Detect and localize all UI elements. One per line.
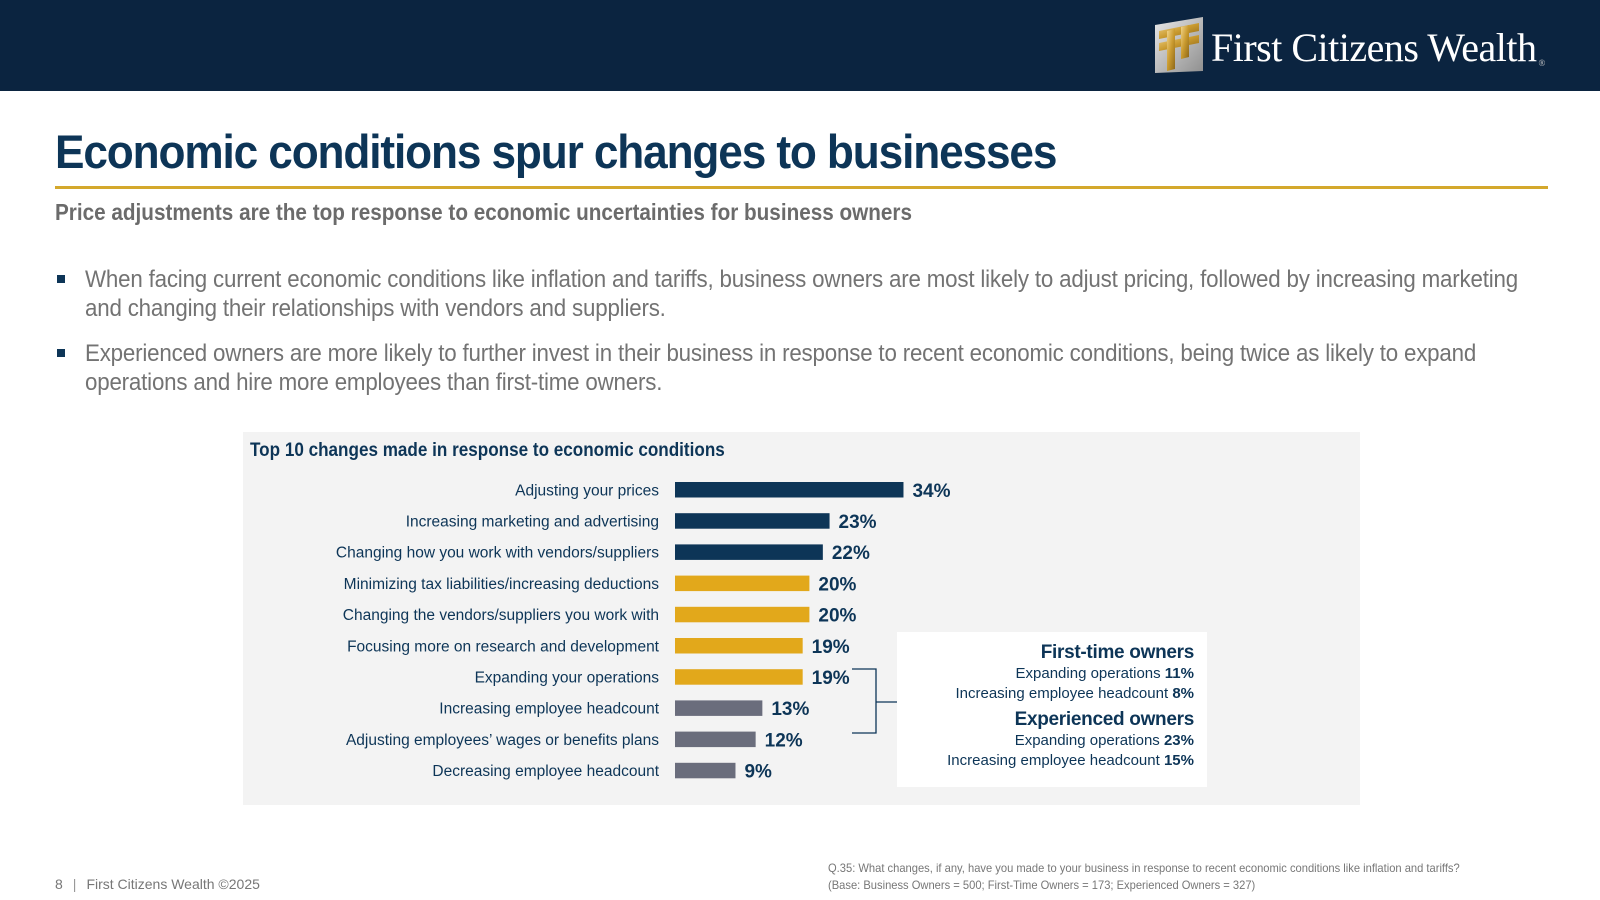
category-label: Changing how you work with vendors/suppl…: [336, 545, 659, 562]
category-label: Changing the vendors/suppliers you work …: [343, 607, 659, 624]
bar-chart: Adjusting your prices 34% Increasing marke…: [336, 481, 951, 783]
category-label: Decreasing employee headcount: [432, 763, 659, 780]
survey-base: (Base: Business Owners = 500; First-Time…: [828, 878, 1256, 892]
value-label: 23%: [839, 512, 877, 533]
callout-item-value: 23%: [1163, 732, 1194, 749]
callout-bracket: [852, 668, 900, 734]
category-label: Expanding your operations: [475, 669, 660, 686]
bar: [675, 669, 803, 685]
bullet-item: Experienced owners are more likely to fu…: [55, 339, 1555, 397]
registered-mark: ®: [1538, 58, 1546, 68]
survey-question: Q.35: What changes, if any, have you mad…: [828, 861, 1460, 875]
category-label: Minimizing tax liabilities/increasing de…: [344, 576, 660, 593]
brand-name: First Citizens Wealth ®: [1211, 28, 1545, 68]
category-label: Increasing marketing and advertising: [406, 513, 659, 530]
value-label: 19%: [812, 668, 850, 689]
bar: [675, 638, 803, 654]
bar: [675, 606, 810, 623]
page-title: Economic conditions spur changes to busi…: [55, 125, 1057, 178]
first-time-owners-group: First-time owners Expanding operations 1…: [897, 642, 1194, 704]
footer-separator: |: [72, 876, 77, 892]
value-label: 20%: [818, 606, 856, 627]
square-bullet-icon: [57, 275, 65, 283]
value-label: 9%: [744, 762, 772, 783]
category-label: Adjusting employees’ wages or benefits p…: [346, 732, 659, 749]
title-divider: [55, 186, 1548, 189]
bullet-item: When facing current economic conditions …: [55, 265, 1555, 323]
survey-footnote: Q.35: What changes, if any, have you mad…: [828, 860, 1460, 894]
bar: [675, 513, 830, 529]
bullet-list: When facing current economic conditions …: [55, 265, 1555, 413]
experienced-owners-group: Experienced owners Expanding operations …: [897, 709, 1194, 771]
callout-item-label: Increasing employee headcount: [955, 685, 1169, 702]
footer: 8 | First Citizens Wealth ©2025: [55, 876, 260, 892]
callout-item-value: 11%: [1164, 665, 1194, 682]
brand-name-text: First Citizens Wealth: [1211, 25, 1537, 70]
owner-comparison-callout: First-time owners Expanding operations 1…: [897, 632, 1207, 787]
callout-item-label: Expanding operations: [1015, 665, 1161, 682]
value-label: 12%: [765, 730, 803, 751]
callout-item-label: Increasing employee headcount: [947, 752, 1160, 769]
page-subtitle: Price adjustments are the top response t…: [55, 199, 912, 225]
callout-item: Increasing employee headcount 15%: [897, 751, 1194, 771]
chart-title: Top 10 changes made in response to econo…: [250, 440, 725, 461]
bar: [675, 700, 763, 716]
bullet-text: Experienced owners are more likely to fu…: [85, 340, 1477, 396]
value-label: 34%: [912, 481, 950, 502]
bar: [675, 762, 736, 779]
callout-item-label: Expanding operations: [1014, 732, 1160, 749]
callout-item-value: 15%: [1163, 752, 1194, 769]
value-label: 19%: [812, 637, 850, 658]
bar: [675, 482, 904, 498]
bar: [675, 731, 756, 748]
value-label: 20%: [818, 574, 856, 595]
page-number: 8: [55, 876, 63, 892]
brand-logo: First Citizens Wealth ®: [1153, 17, 1545, 73]
category-label: Adjusting your prices: [515, 482, 659, 499]
callout-item: Increasing employee headcount 8%: [897, 684, 1194, 704]
header-bar: First Citizens Wealth ®: [0, 0, 1600, 91]
callout-item-value: 8%: [1172, 685, 1194, 702]
callout-heading: First-time owners: [1040, 642, 1195, 663]
category-label: Focusing more on research and developmen…: [347, 638, 660, 655]
square-bullet-icon: [57, 349, 65, 357]
bullet-text: When facing current economic conditions …: [85, 266, 1518, 322]
bar: [675, 575, 810, 592]
bar: [675, 544, 823, 560]
category-label: Increasing employee headcount: [439, 701, 659, 718]
callout-heading: Experienced owners: [1014, 709, 1195, 730]
value-label: 22%: [832, 543, 870, 564]
callout-item: Expanding operations 23%: [897, 731, 1194, 751]
copyright: First Citizens Wealth ©2025: [86, 876, 260, 892]
value-label: 13%: [771, 699, 809, 720]
ff-logo-icon: [1153, 17, 1205, 73]
callout-item: Expanding operations 11%: [897, 664, 1194, 684]
